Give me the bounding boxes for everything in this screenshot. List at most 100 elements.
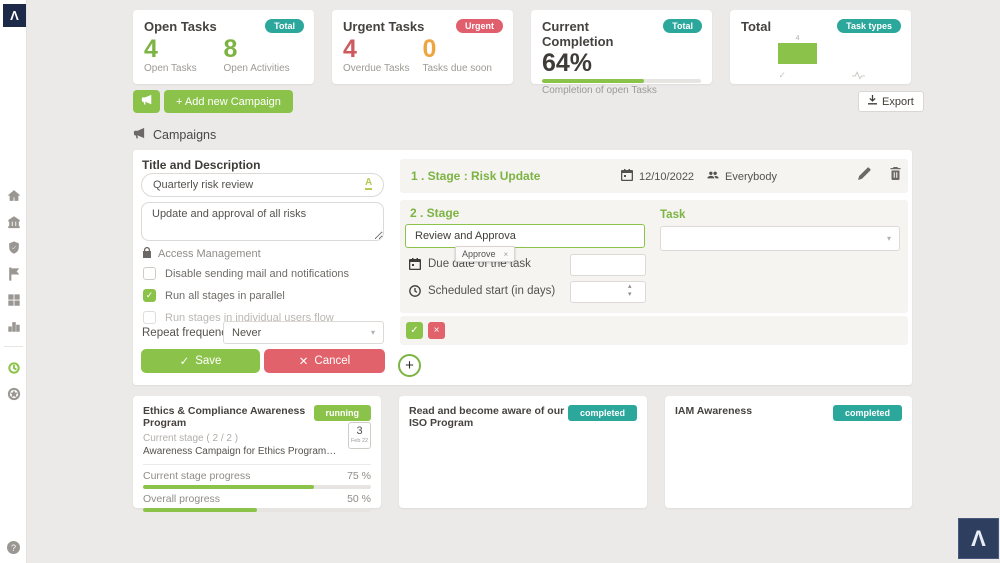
close-icon[interactable]: ×	[503, 249, 509, 259]
calendar-icon	[621, 169, 633, 184]
help-icon[interactable]: ?	[7, 541, 20, 554]
stat-card-urgent-tasks: Urgent Tasks Urgent 4 Overdue Tasks 0 Ta…	[332, 10, 513, 84]
metric-label: Open Tasks	[144, 63, 197, 74]
stage-1-date-value: 12/10/2022	[639, 170, 695, 183]
megaphone-icon	[133, 127, 146, 143]
compass-star-icon[interactable]	[6, 386, 21, 401]
stage-1-audience: Everybody	[707, 169, 777, 184]
scheduled-start-label: Scheduled start (in days)	[428, 285, 556, 297]
date-chip: 3 Feb 22	[348, 422, 371, 449]
status-badge: Urgent	[456, 19, 503, 33]
shield-check-icon[interactable]	[6, 240, 21, 255]
access-management-row: Access Management	[142, 247, 261, 261]
checkbox[interactable]	[143, 267, 156, 280]
metric-value: 0	[422, 35, 437, 63]
sidebar: Λ ?	[0, 0, 27, 563]
metric-value: 4	[144, 35, 158, 63]
checkbox[interactable]	[143, 311, 156, 324]
chevron-down-icon: ▾	[370, 328, 375, 337]
scheduled-start-input[interactable]	[570, 281, 646, 303]
campaign-title-input[interactable]	[141, 173, 384, 197]
selected-value: Never	[232, 326, 262, 339]
campaign-card-iso[interactable]: Read and become aware of our ISO Program…	[399, 396, 647, 508]
add-campaign-button[interactable]: + Add new Campaign	[164, 90, 293, 113]
apps-grid-icon[interactable]	[6, 292, 21, 307]
sidebar-divider	[4, 346, 23, 347]
export-button[interactable]: Export	[858, 91, 924, 112]
section-title: Campaigns	[153, 128, 217, 142]
save-button[interactable]: ✓ Save	[141, 349, 260, 373]
stage-progressbar	[143, 485, 371, 489]
delete-stage-button[interactable]	[889, 167, 905, 183]
completion-value: 64%	[542, 49, 593, 77]
task-select[interactable]: ▾	[660, 226, 900, 251]
app-logo[interactable]: Λ	[3, 4, 26, 27]
status-badge: Task types	[837, 19, 901, 33]
progress-value: 75 %	[347, 470, 371, 482]
download-icon	[868, 95, 877, 108]
cancel-button[interactable]: ✕ Cancel	[264, 349, 385, 373]
campaign-icon-button[interactable]	[133, 90, 160, 113]
clock-icon	[409, 284, 421, 297]
metric-value: 8	[223, 35, 238, 63]
flag-icon[interactable]	[6, 266, 21, 281]
checkbox[interactable]: ✓	[143, 289, 156, 302]
close-icon: ✕	[298, 356, 309, 368]
progress-fill	[143, 485, 314, 489]
campaign-card-iam[interactable]: IAM Awareness completed	[665, 396, 912, 508]
stat-card-open-tasks: Open Tasks Total 4 Open Tasks 8 Open Act…	[133, 10, 314, 84]
home-icon[interactable]	[6, 188, 21, 203]
suggestion-label: Approve	[462, 249, 496, 259]
stepper-up-icon[interactable]: ▴	[628, 283, 632, 290]
card-title: Total	[741, 19, 772, 34]
clock-icon[interactable]	[6, 360, 21, 375]
metric-label: Open Activities	[223, 63, 290, 74]
form-heading: Title and Description	[142, 158, 261, 172]
metric-label: Tasks due soon	[422, 63, 493, 74]
edit-stage-button[interactable]	[858, 167, 874, 183]
campaign-editor-panel: Title and Description A Update and appro…	[133, 150, 912, 385]
stage-1-row: 1 . Stage : Risk Update 12/10/2022 Every…	[400, 159, 908, 193]
campaign-title: IAM Awareness	[675, 405, 753, 417]
megaphone-icon	[141, 94, 153, 109]
bar-tasks	[777, 43, 818, 64]
brand-logo: Λ	[958, 518, 999, 559]
stepper-down-icon[interactable]: ▾	[628, 291, 632, 298]
bar-chart-icon[interactable]	[6, 318, 21, 333]
bank-icon[interactable]	[6, 214, 21, 229]
progress-label: Overall progress	[143, 493, 221, 505]
checkbox-label: Run all stages in parallel	[165, 289, 285, 302]
check-axis-icon: ✓	[778, 70, 787, 80]
checkbox-row-disable-mail: Disable sending mail and notifications	[143, 267, 349, 280]
due-date-input[interactable]	[570, 254, 646, 276]
add-stage-button[interactable]: +	[398, 354, 421, 377]
progress-value: 50 %	[347, 493, 371, 505]
stage-2-block: 2 . Stage Task Approve × ▾ Due date of t…	[400, 200, 908, 313]
current-stage-label: Current stage ( 2 / 2 )	[143, 433, 239, 444]
check-icon: ✓	[179, 356, 190, 368]
campaign-description-textarea[interactable]: Update and approval of all risks	[141, 202, 384, 241]
stage-1-title: 1 . Stage : Risk Update	[411, 169, 541, 183]
number-stepper[interactable]: ▴ ▾	[628, 283, 632, 299]
task-label: Task	[660, 209, 686, 221]
stage-1-date: 12/10/2022	[621, 169, 694, 184]
confirm-stage-button[interactable]: ✓	[406, 322, 423, 339]
repeat-frequency-select[interactable]: Never ▾	[223, 321, 384, 344]
access-management-label: Access Management	[158, 248, 261, 260]
checkbox-row-individual-flow: Run stages in individual users flow	[143, 311, 334, 324]
campaign-title: Read and become aware of our ISO Program	[409, 405, 565, 429]
activity-axis-icon	[821, 70, 898, 82]
campaign-card-ethics[interactable]: Ethics & Compliance Awareness Program ru…	[133, 396, 381, 512]
stage-confirm-strip: ✓ ×	[400, 316, 908, 345]
progress-fill	[143, 508, 257, 512]
campaigns-section-header: Campaigns	[133, 127, 216, 143]
discard-stage-button[interactable]: ×	[428, 322, 445, 339]
checkbox-label: Run stages in individual users flow	[165, 311, 334, 324]
overall-progressbar	[143, 508, 371, 512]
stage-name-input[interactable]	[405, 224, 645, 248]
repeat-frequency-label: Repeat frequency	[142, 327, 233, 339]
calendar-icon	[409, 257, 421, 270]
checkbox-row-run-parallel: ✓ Run all stages in parallel	[143, 289, 285, 302]
autocomplete-suggestion[interactable]: Approve ×	[455, 246, 516, 262]
completion-progress-fill	[542, 79, 644, 83]
